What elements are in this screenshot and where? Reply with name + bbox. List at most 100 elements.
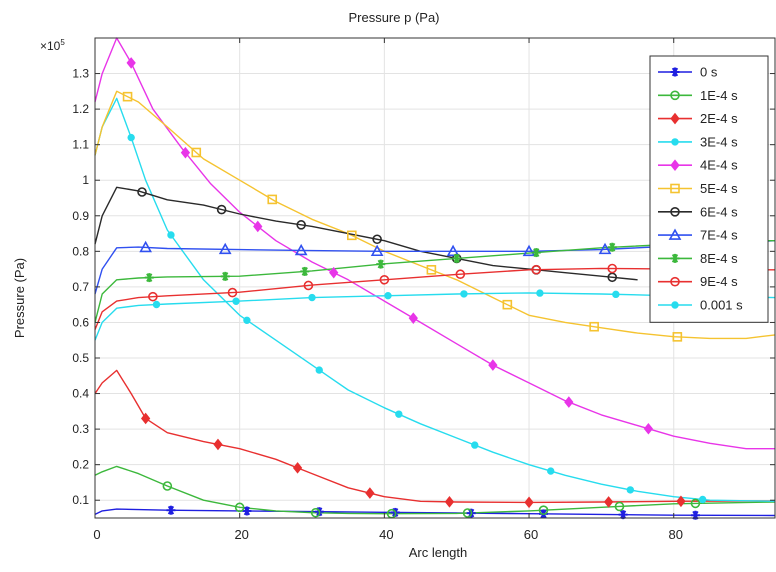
series-marker bbox=[643, 422, 654, 435]
series-marker bbox=[213, 438, 223, 451]
series-marker bbox=[536, 289, 544, 297]
x-tick-label: 60 bbox=[524, 527, 538, 542]
series-marker bbox=[626, 486, 635, 494]
x-tick-label: 40 bbox=[379, 527, 393, 542]
series-marker bbox=[538, 505, 549, 515]
legend-entry: 0 s bbox=[658, 65, 718, 80]
y-tick-label: 1.1 bbox=[72, 138, 89, 152]
series-marker bbox=[139, 240, 152, 253]
series-marker bbox=[384, 291, 392, 300]
legend-label: 4E-4 s bbox=[700, 158, 738, 173]
series-marker bbox=[329, 266, 339, 279]
series-marker bbox=[372, 234, 382, 245]
series-marker bbox=[408, 312, 418, 324]
legend-label: 8E-4 s bbox=[700, 251, 738, 266]
series-marker bbox=[365, 487, 375, 499]
series-marker bbox=[310, 507, 321, 518]
legend-label: 3E-4 s bbox=[700, 134, 738, 149]
axes: 0 20 40 60 80 0.1 0.2 0.3 0.4 0.5 0.6 0.7 0.8 0.9 1 1.1… bbox=[72, 37, 776, 542]
series-markers bbox=[122, 57, 707, 520]
series-line bbox=[94, 508, 776, 517]
y-tick-label: 0.5 bbox=[72, 351, 89, 365]
series-marker bbox=[347, 230, 357, 241]
series-marker bbox=[137, 187, 147, 197]
legend-label: 1E-4 s bbox=[700, 88, 738, 103]
legend-swatch-marker bbox=[670, 183, 680, 194]
series-marker bbox=[522, 244, 536, 257]
series-marker bbox=[242, 506, 252, 516]
y-tick-label: 0.9 bbox=[72, 209, 89, 223]
legend-swatch-marker bbox=[670, 207, 680, 217]
legend-entry: 6E-4 s bbox=[658, 204, 738, 219]
series-marker bbox=[308, 293, 316, 302]
x-axis-label: Arc length bbox=[409, 545, 468, 560]
series-marker bbox=[144, 273, 154, 283]
legend-swatch-marker bbox=[670, 90, 680, 101]
series-marker bbox=[603, 496, 614, 508]
series-marker bbox=[370, 244, 384, 257]
series-marker bbox=[471, 441, 479, 449]
series-marker bbox=[227, 287, 238, 298]
series-marker bbox=[152, 300, 161, 309]
legend-entry: 3E-4 s bbox=[658, 134, 738, 149]
series-marker bbox=[531, 264, 542, 275]
chart-title: Pressure p (Pa) bbox=[348, 10, 439, 25]
series-marker bbox=[676, 495, 686, 508]
series-marker bbox=[446, 244, 460, 257]
legend-swatch-marker bbox=[670, 276, 680, 287]
legend-entry: 7E-4 s bbox=[658, 228, 738, 243]
series-marker bbox=[462, 508, 473, 518]
series-marker bbox=[379, 274, 390, 285]
series-marker bbox=[426, 265, 437, 275]
series-marker bbox=[315, 366, 323, 374]
series-marker bbox=[502, 299, 513, 310]
series-marker bbox=[232, 297, 240, 305]
legend-swatch-marker bbox=[670, 253, 680, 263]
series-marker bbox=[598, 242, 612, 255]
series-line bbox=[94, 369, 776, 504]
y-tick-label: 0.2 bbox=[72, 458, 89, 472]
x-tick-label: 0 bbox=[93, 527, 100, 542]
series-marker bbox=[218, 242, 232, 255]
series-marker bbox=[612, 290, 620, 299]
legend-entry: 4E-4 s bbox=[658, 158, 738, 173]
legend-entry: 9E-4 s bbox=[658, 274, 738, 289]
legend-entry: 5E-4 s bbox=[658, 181, 738, 196]
series-marker bbox=[690, 498, 701, 509]
y-tick-label: 1.2 bbox=[72, 102, 89, 116]
series-marker bbox=[589, 321, 599, 332]
series-marker bbox=[607, 242, 617, 252]
y-multiplier: ×105 bbox=[40, 38, 65, 53]
plot-frame bbox=[94, 37, 776, 519]
series-marker bbox=[253, 220, 263, 233]
series-marker bbox=[531, 248, 541, 258]
y-axis-label: Pressure (Pa) bbox=[12, 258, 27, 338]
series-marker bbox=[296, 220, 306, 230]
legend-label: 9E-4 s bbox=[700, 274, 738, 289]
legend-label: 2E-4 s bbox=[700, 111, 738, 126]
legend-entry: 1E-4 s bbox=[658, 88, 738, 103]
legend-entry: 0.001 s bbox=[658, 298, 743, 313]
series-marker bbox=[524, 496, 534, 509]
y-tick-label: 0.7 bbox=[72, 280, 89, 294]
legend-swatch-marker bbox=[670, 112, 680, 125]
series-marker bbox=[455, 269, 466, 280]
series-marker bbox=[376, 259, 386, 269]
series-marker bbox=[564, 396, 574, 408]
series-marker bbox=[547, 467, 555, 475]
series-marker bbox=[127, 133, 135, 142]
legend-entry: 2E-4 s bbox=[658, 111, 738, 126]
legend-label: 5E-4 s bbox=[700, 181, 738, 196]
series-marker bbox=[148, 291, 158, 302]
series-marker bbox=[166, 505, 176, 515]
y-multiplier-exponent: 5 bbox=[60, 38, 65, 47]
legend-label: 0.001 s bbox=[700, 298, 743, 313]
series-marker bbox=[180, 146, 191, 159]
y-tick-label: 0.4 bbox=[72, 387, 89, 401]
y-tick-label: 0.8 bbox=[72, 244, 89, 258]
series-marker bbox=[300, 266, 310, 276]
series-marker bbox=[167, 231, 175, 239]
series-marker bbox=[460, 290, 468, 298]
series-marker bbox=[294, 243, 308, 256]
